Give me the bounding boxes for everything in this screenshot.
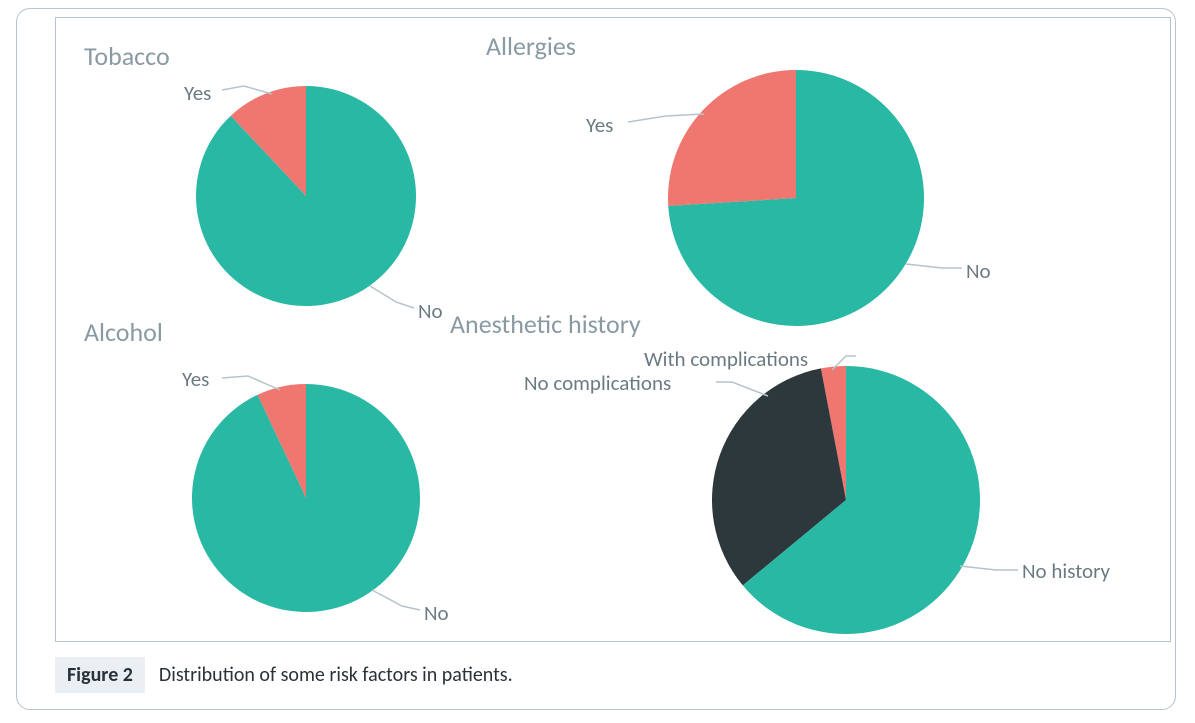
leader-line (370, 286, 414, 308)
pie-slice (668, 70, 924, 326)
leader-line (832, 356, 856, 370)
pie-slice (712, 368, 846, 585)
pie-allergies (668, 70, 924, 326)
slice-label: No (418, 298, 443, 324)
pie-anesthetic (712, 366, 980, 634)
slice-label: Yes (586, 112, 613, 138)
pie-slice (257, 384, 306, 498)
leader-line (372, 590, 420, 610)
pie-slice (668, 70, 796, 206)
slice-label: With complications (644, 346, 808, 372)
leader-line (222, 376, 280, 390)
chart-title-tobacco: Tobacco (84, 40, 170, 72)
figure-outer-frame: Tobacco Allergies Alcohol Anesthetic his… (16, 8, 1176, 710)
pie-tobacco (196, 86, 416, 306)
pie-slice (231, 86, 306, 196)
leader-line (716, 382, 768, 396)
leader-line (906, 264, 962, 268)
chart-title-allergies: Allergies (486, 30, 576, 62)
leaders-anesthetic (716, 356, 1018, 570)
leaders-tobacco (222, 86, 414, 308)
slice-label: Yes (184, 80, 211, 106)
leaders-alcohol (222, 376, 420, 610)
slice-label: Yes (182, 366, 209, 392)
chart-title-anesthetic: Anesthetic history (450, 308, 641, 340)
slice-label: No complications (524, 370, 671, 396)
pie-alcohol (192, 384, 420, 612)
chart-area: Tobacco Allergies Alcohol Anesthetic his… (55, 17, 1171, 642)
pie-slice (821, 366, 846, 500)
slice-label: No (966, 258, 991, 284)
figure-caption-row: Figure 2 Distribution of some risk facto… (55, 657, 513, 693)
leader-line (628, 114, 704, 122)
slice-label: No history (1022, 558, 1110, 584)
slice-label: No (424, 600, 449, 626)
figure-caption: Distribution of some risk factors in pat… (159, 663, 513, 687)
chart-title-alcohol: Alcohol (84, 316, 163, 348)
leader-line (222, 86, 272, 94)
figure-badge: Figure 2 (55, 657, 145, 693)
leader-line (960, 566, 1018, 570)
pie-slice (192, 384, 420, 612)
pie-slice (743, 366, 980, 634)
pie-slice (196, 86, 416, 306)
leaders-allergies (628, 114, 962, 268)
